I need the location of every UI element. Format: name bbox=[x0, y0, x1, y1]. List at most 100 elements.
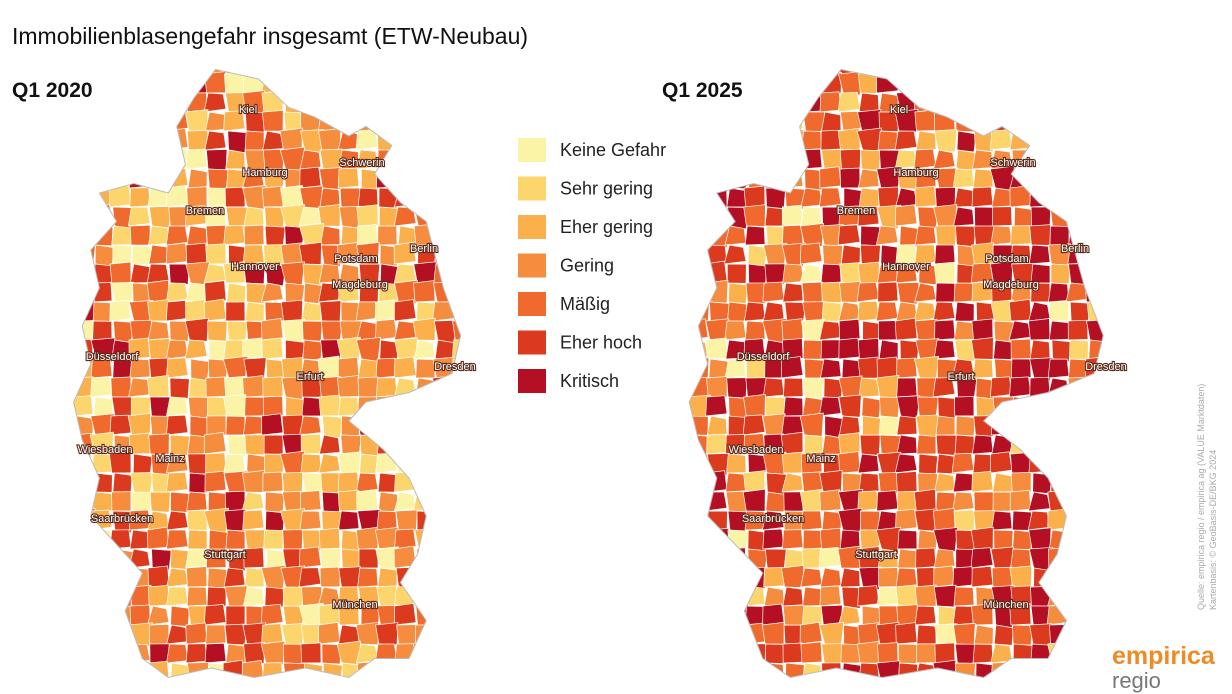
region bbox=[781, 472, 804, 493]
region bbox=[689, 413, 692, 438]
region bbox=[263, 682, 283, 694]
region bbox=[490, 435, 511, 454]
region bbox=[689, 111, 709, 132]
region bbox=[818, 547, 842, 569]
region bbox=[492, 530, 513, 551]
region bbox=[764, 206, 785, 227]
region bbox=[73, 603, 75, 626]
region bbox=[991, 510, 1013, 531]
region bbox=[991, 206, 1013, 227]
region bbox=[127, 412, 152, 437]
region bbox=[781, 451, 804, 474]
region bbox=[337, 130, 360, 151]
region bbox=[73, 643, 96, 666]
region bbox=[725, 604, 749, 628]
region bbox=[204, 111, 227, 132]
region bbox=[820, 358, 842, 379]
region bbox=[705, 168, 728, 189]
region bbox=[743, 185, 766, 208]
region bbox=[689, 206, 709, 227]
region bbox=[146, 168, 170, 189]
region bbox=[73, 452, 75, 474]
region bbox=[434, 681, 454, 694]
region bbox=[73, 206, 75, 227]
region bbox=[412, 148, 436, 170]
region bbox=[877, 69, 899, 75]
region bbox=[820, 680, 842, 694]
region bbox=[414, 528, 439, 553]
region bbox=[743, 301, 766, 322]
region bbox=[973, 491, 995, 513]
region bbox=[355, 336, 381, 362]
region bbox=[223, 453, 246, 474]
region bbox=[858, 69, 880, 75]
region bbox=[432, 567, 455, 588]
region bbox=[283, 662, 306, 678]
region bbox=[203, 92, 227, 113]
region bbox=[395, 452, 418, 475]
region bbox=[1109, 416, 1128, 437]
region bbox=[208, 529, 229, 552]
region bbox=[705, 662, 728, 678]
region bbox=[689, 187, 690, 208]
region bbox=[414, 415, 436, 436]
city-label: Hannover bbox=[231, 261, 279, 273]
region bbox=[1047, 641, 1072, 666]
region bbox=[914, 318, 938, 342]
region bbox=[127, 643, 151, 664]
region bbox=[1008, 89, 1033, 114]
region bbox=[149, 643, 170, 664]
city-label: Wiesbaden bbox=[728, 444, 783, 456]
region bbox=[73, 529, 94, 550]
region bbox=[799, 222, 824, 247]
region bbox=[746, 73, 767, 95]
region bbox=[689, 128, 709, 151]
region bbox=[450, 127, 461, 151]
region bbox=[394, 603, 417, 626]
region bbox=[860, 149, 881, 171]
region bbox=[933, 565, 956, 588]
region bbox=[323, 682, 342, 694]
region bbox=[933, 71, 956, 94]
region bbox=[129, 92, 151, 113]
region bbox=[415, 111, 438, 134]
region bbox=[689, 280, 691, 304]
region bbox=[837, 127, 861, 151]
region bbox=[493, 169, 512, 189]
region bbox=[302, 263, 324, 286]
region bbox=[1068, 586, 1090, 608]
region bbox=[301, 301, 322, 322]
region bbox=[108, 624, 132, 645]
region bbox=[203, 431, 227, 455]
title: Immobilienblasengefahr insgesamt (ETW-Ne… bbox=[12, 23, 528, 49]
region bbox=[857, 585, 880, 607]
region bbox=[73, 320, 95, 342]
region bbox=[298, 567, 322, 588]
region bbox=[916, 73, 937, 94]
region bbox=[880, 682, 900, 694]
region bbox=[914, 605, 937, 626]
region bbox=[244, 529, 267, 552]
region bbox=[394, 337, 418, 361]
region bbox=[725, 472, 747, 493]
region bbox=[1046, 185, 1070, 208]
region bbox=[875, 301, 899, 322]
region bbox=[111, 130, 133, 152]
region bbox=[1009, 168, 1032, 189]
region bbox=[205, 548, 227, 569]
region bbox=[374, 299, 398, 322]
city-label: Bremen bbox=[837, 205, 876, 217]
region bbox=[953, 320, 975, 341]
region bbox=[898, 643, 918, 664]
region bbox=[932, 377, 956, 398]
region bbox=[205, 376, 227, 398]
region bbox=[128, 206, 151, 227]
region bbox=[951, 70, 975, 94]
region bbox=[934, 186, 956, 208]
city-label: Schwerin bbox=[339, 157, 384, 169]
region bbox=[298, 72, 322, 94]
city-label: Hamburg bbox=[893, 167, 938, 179]
region bbox=[186, 148, 208, 170]
region bbox=[933, 584, 957, 608]
source: Quelle: empirica regio / empirica ag (VA… bbox=[1196, 384, 1218, 610]
